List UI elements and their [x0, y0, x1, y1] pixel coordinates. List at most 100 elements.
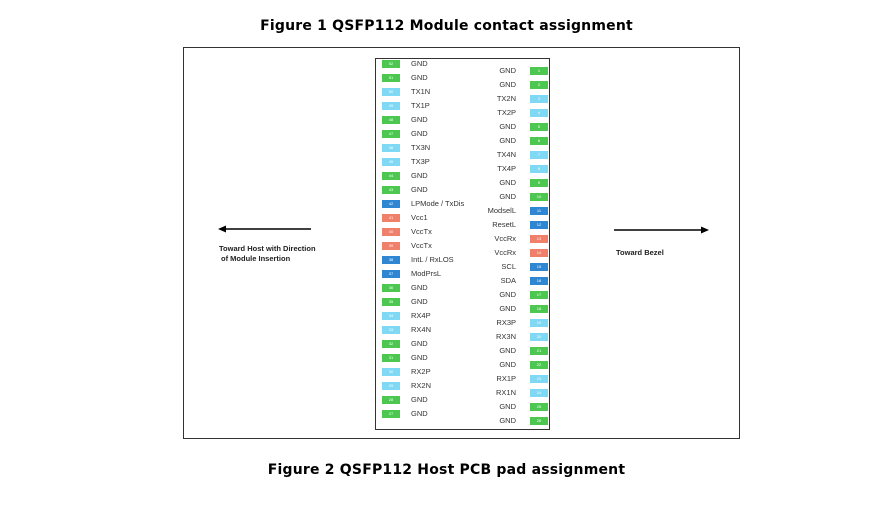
pin-label: VccRx: [494, 248, 516, 257]
pin-label: GND: [411, 59, 428, 68]
pin-label: GND: [411, 339, 428, 348]
pin-pad: 37: [382, 270, 400, 278]
pin-label: TX2P: [497, 108, 516, 117]
pin-pad: 14: [530, 249, 548, 257]
pin-label: GND: [411, 115, 428, 124]
pin-label: ModselL: [487, 206, 516, 215]
pin-pad: 27: [382, 410, 400, 418]
pin-pad: 7: [530, 151, 548, 159]
pin-pad: 35: [382, 298, 400, 306]
pin-pad: 12: [530, 221, 548, 229]
host-direction-label-line2: of Module Insertion: [221, 254, 291, 263]
pin-pad: 15: [530, 263, 548, 271]
pin-label: SDA: [500, 276, 516, 285]
bezel-direction-label: Toward Bezel: [616, 248, 664, 257]
pin-label: GND: [499, 192, 516, 201]
pin-pad: 4: [530, 109, 548, 117]
module-outline: [375, 58, 550, 430]
pin-label: GND: [499, 304, 516, 313]
pin-pad: 22: [530, 361, 548, 369]
pin-pad: 13: [530, 235, 548, 243]
pin-pad: 25: [530, 403, 548, 411]
pin-pad: 50: [382, 88, 400, 96]
pin-pad: 3: [530, 95, 548, 103]
host-direction-label: Toward Host with Direction of Module Ins…: [219, 244, 316, 264]
pin-label: GND: [411, 129, 428, 138]
pin-pad: 29: [382, 382, 400, 390]
pin-label: GND: [499, 346, 516, 355]
pin-label: TX2N: [496, 94, 516, 103]
pin-label: GND: [499, 290, 516, 299]
pin-pad: 45: [382, 158, 400, 166]
pin-label: GND: [411, 171, 428, 180]
pin-pad: 39: [382, 242, 400, 250]
pin-pad: 10: [530, 193, 548, 201]
pin-label: TX1N: [411, 87, 431, 96]
pin-pad: 2: [530, 81, 548, 89]
pin-pad: 23: [530, 375, 548, 383]
pin-label: LPMode / TxDis: [411, 199, 465, 208]
pin-pad: 21: [530, 347, 548, 355]
pin-pad: 11: [530, 207, 548, 215]
pin-pad: 31: [382, 354, 400, 362]
pin-pad: 5: [530, 123, 548, 131]
pin-label: VccTx: [411, 241, 432, 250]
pin-pad: 46: [382, 144, 400, 152]
pin-pad: 26: [530, 417, 548, 425]
pin-label: TX3P: [411, 157, 430, 166]
pin-label: ModPrsL: [411, 269, 442, 278]
pin-label: RX1P: [496, 374, 516, 383]
pin-pad: 52: [382, 60, 400, 68]
pin-pad: 51: [382, 74, 400, 82]
pin-label: RX3P: [496, 318, 516, 327]
pin-pad: 34: [382, 312, 400, 320]
pin-label: RX2N: [411, 381, 432, 390]
bezel-direction-arrow-icon: [614, 226, 709, 234]
host-direction-label-line1: Toward Host with Direction: [219, 244, 316, 253]
pin-label: RX3N: [495, 332, 516, 341]
pin-pad: 9: [530, 179, 548, 187]
pin-label: VccTx: [411, 227, 432, 236]
diagram-frame: [183, 47, 740, 439]
pin-pad: 44: [382, 172, 400, 180]
host-direction-arrow-icon: [218, 225, 311, 233]
pin-label: TX1P: [411, 101, 430, 110]
pin-pad: 18: [530, 305, 548, 313]
pin-pad: 20: [530, 333, 548, 341]
pin-pad: 1: [530, 67, 548, 75]
pin-pad: 49: [382, 102, 400, 110]
pin-label: Vcc1: [411, 213, 428, 222]
pin-label: GND: [499, 136, 516, 145]
pin-label: VccRx: [494, 234, 516, 243]
pin-pad: 28: [382, 396, 400, 404]
pin-label: GND: [411, 297, 428, 306]
pin-label: RX4N: [411, 325, 432, 334]
pin-pad: 8: [530, 165, 548, 173]
pin-label: GND: [411, 395, 428, 404]
pin-pad: 48: [382, 116, 400, 124]
pin-pad: 41: [382, 214, 400, 222]
pin-pad: 33: [382, 326, 400, 334]
pin-pad: 43: [382, 186, 400, 194]
figure1-caption: Figure 1 QSFP112 Module contact assignme…: [260, 18, 633, 34]
pin-pad: 40: [382, 228, 400, 236]
pin-label: RX1N: [495, 388, 516, 397]
pin-label: ResetL: [492, 220, 516, 229]
pin-pad: 36: [382, 284, 400, 292]
pin-pad: 16: [530, 277, 548, 285]
pin-pad: 42: [382, 200, 400, 208]
pin-pad: 38: [382, 256, 400, 264]
pin-label: GND: [411, 185, 428, 194]
pin-label: GND: [411, 283, 428, 292]
pin-label: GND: [499, 122, 516, 131]
pin-label: GND: [499, 360, 516, 369]
pin-pad: 24: [530, 389, 548, 397]
pin-pad: 19: [530, 319, 548, 327]
pin-label: GND: [411, 353, 428, 362]
figure2-caption: Figure 2 QSFP112 Host PCB pad assignment: [267, 462, 626, 478]
pin-label: GND: [411, 409, 428, 418]
pin-label: GND: [499, 402, 516, 411]
pin-label: IntL / RxLOS: [411, 255, 454, 264]
pin-pad: 32: [382, 340, 400, 348]
pin-label: SCL: [501, 262, 516, 271]
